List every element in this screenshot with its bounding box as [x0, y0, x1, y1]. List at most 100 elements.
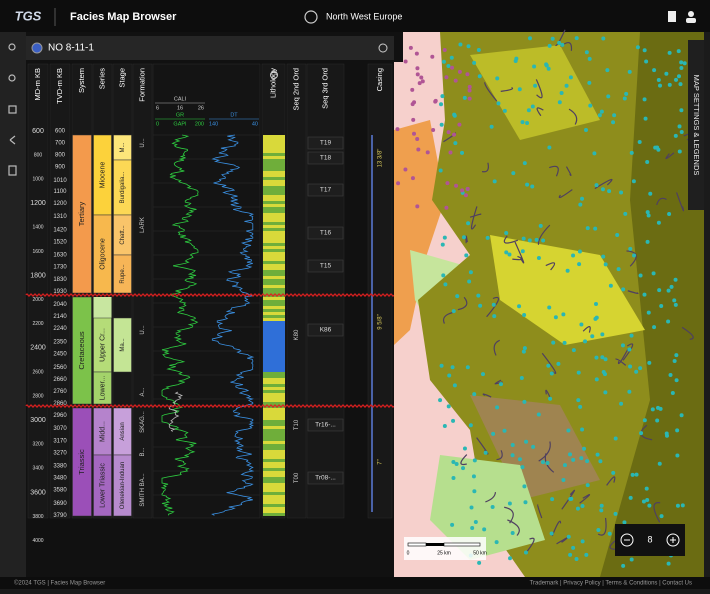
well-point — [395, 127, 400, 132]
lithology-band — [263, 465, 285, 468]
well-point — [465, 72, 470, 77]
lithology-band — [263, 216, 285, 219]
well-point — [517, 457, 522, 462]
well-point — [452, 112, 457, 117]
md-tick-label: 2400 — [30, 345, 46, 352]
well-point — [559, 90, 564, 95]
casing-label: 9 5/8" — [378, 314, 384, 329]
well-point — [482, 527, 487, 532]
tvd-tick-label: 1010 — [53, 178, 67, 184]
lithology-band — [263, 156, 285, 159]
well-point — [579, 322, 584, 327]
lithology-band — [263, 309, 285, 312]
footer-links[interactable]: Trademark | Privacy Policy | Terms & Con… — [530, 581, 692, 587]
well-point — [448, 150, 453, 155]
fault-line — [493, 339, 500, 356]
well-point — [565, 268, 570, 273]
lithology-band — [263, 507, 285, 510]
lithology-band — [263, 459, 285, 462]
well-point — [522, 399, 527, 404]
lithology-band — [263, 267, 285, 270]
well-point — [627, 347, 632, 352]
document-icon[interactable] — [668, 11, 676, 22]
collapse-toggle[interactable] — [394, 32, 403, 62]
lithology-band — [263, 327, 285, 330]
well-point — [580, 539, 585, 544]
lithology-band — [263, 387, 285, 390]
lithology-band — [263, 369, 285, 372]
well-point — [575, 506, 580, 511]
well-point — [647, 360, 652, 365]
zoom-out[interactable] — [620, 533, 634, 547]
map-region — [430, 455, 545, 560]
fault-line — [500, 87, 514, 92]
column-header: System — [77, 68, 86, 93]
formation-label: SKAG... — [140, 411, 146, 433]
well-point — [639, 431, 644, 436]
scale-segment — [426, 543, 444, 546]
region-selector[interactable]: North West Europe — [326, 11, 402, 21]
well-point — [419, 75, 424, 80]
well-point — [510, 530, 515, 535]
well-point — [650, 407, 655, 412]
zoom-in[interactable] — [666, 533, 680, 547]
well-point — [648, 191, 653, 196]
well-point — [562, 463, 567, 468]
well-point — [628, 495, 633, 500]
well-point — [467, 279, 472, 284]
well-point — [452, 132, 457, 137]
well-point — [472, 489, 477, 494]
zoom-icon[interactable] — [8, 74, 16, 82]
well-point — [576, 398, 581, 403]
map-points — [394, 29, 694, 568]
lithology-band — [263, 384, 285, 387]
map-settings-label[interactable]: MAP SETTINGS & LEGENDS — [692, 75, 701, 176]
lithology-band — [263, 297, 285, 300]
scale-segment — [443, 542, 481, 547]
logo[interactable]: TGS — [15, 8, 42, 23]
well-point — [415, 72, 420, 77]
lithology-band — [263, 264, 285, 267]
user-icon[interactable] — [688, 11, 694, 17]
footer-left: ©2024 TGS | Facies Map Browser — [14, 580, 105, 587]
zoom-in[interactable] — [670, 537, 676, 543]
well-point — [449, 55, 454, 60]
well-point — [627, 389, 632, 394]
well-point — [599, 503, 604, 508]
share-icon[interactable] — [9, 135, 16, 145]
well-point — [454, 183, 459, 188]
fault-line — [617, 347, 629, 365]
well-point — [642, 97, 647, 102]
map[interactable]: MAP SETTINGS & LEGENDS 0 25 km 50 km 8 — [394, 29, 704, 577]
lithology-band — [263, 312, 285, 315]
lithology-menu[interactable] — [270, 71, 278, 79]
map-settings-tab[interactable] — [688, 40, 704, 210]
lithology-band — [263, 240, 285, 243]
search-icon[interactable] — [8, 43, 16, 51]
md-tick-label: 2200 — [32, 321, 43, 327]
report-icon[interactable] — [8, 165, 17, 176]
well-point — [613, 511, 618, 516]
refresh-icon[interactable] — [378, 43, 388, 53]
well-point — [438, 398, 443, 403]
tvd-tick-label: 900 — [55, 165, 66, 171]
well-point — [588, 103, 593, 108]
well-point — [638, 366, 643, 371]
log-scale-label: GR — [176, 112, 184, 118]
well-point — [550, 497, 555, 502]
well-point — [603, 390, 608, 395]
well-point — [454, 462, 459, 467]
log-scale-label: 200 — [195, 121, 204, 127]
fault-line — [582, 326, 591, 333]
globe-icon[interactable] — [304, 10, 318, 24]
well-point — [675, 453, 680, 458]
well-point — [571, 545, 576, 550]
well-point — [656, 405, 661, 410]
user-icon[interactable] — [686, 18, 696, 23]
well-point — [582, 446, 587, 451]
export-icon[interactable] — [8, 105, 17, 114]
well-point — [494, 540, 499, 545]
well-point — [467, 84, 472, 89]
column-header: MD-m KB — [33, 68, 42, 101]
seq-3rd-label: Tr08-... — [315, 475, 336, 482]
